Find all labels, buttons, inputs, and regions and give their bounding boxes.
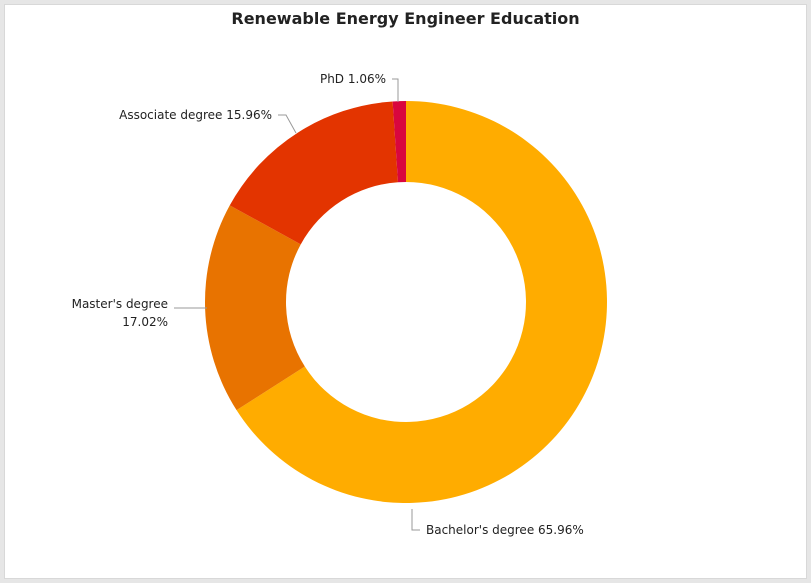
slice-label: Master's degree 17.02% — [72, 297, 168, 329]
slice-label: Associate degree 15.96% — [119, 108, 272, 122]
chart-title: Renewable Energy Engineer Education — [231, 9, 579, 28]
slice-phd[interactable] — [392, 101, 406, 183]
slice-label: Bachelor's degree 65.96% — [426, 523, 584, 537]
slice-master-s-degree[interactable] — [204, 205, 305, 411]
slice-label: PhD 1.06% — [320, 72, 386, 86]
donut-slices — [204, 101, 607, 504]
slice-bachelor-s-degree[interactable] — [236, 101, 607, 504]
leader-line — [411, 509, 420, 531]
slice-labels: Bachelor's degree 65.96% Master's degree 1… — [72, 72, 584, 537]
leader-line — [392, 78, 399, 102]
leader-line — [278, 114, 297, 134]
slice-associate-degree[interactable] — [229, 101, 399, 245]
